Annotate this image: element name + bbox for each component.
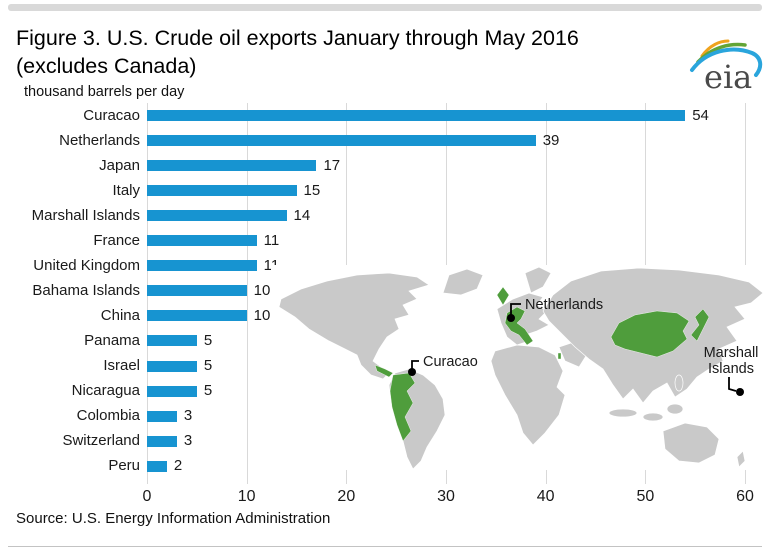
map-label-netherlands: Netherlands (525, 297, 603, 313)
value-label: 3 (183, 407, 193, 425)
bar (147, 360, 197, 372)
netherlands-connector-line (510, 303, 521, 316)
value-label: 54 (692, 106, 709, 124)
value-label: 11 (263, 231, 280, 249)
map-highlight-south-america (389, 372, 416, 442)
map-label-marshall-line1: Marshall (704, 345, 759, 361)
map-highlight-japan (690, 308, 710, 342)
page-title: Figure 3. U.S. Crude oil exports January… (16, 24, 579, 80)
bar (147, 460, 167, 472)
bar (147, 210, 287, 222)
x-axis-tick-label: 50 (636, 488, 655, 505)
map-new-zealand (736, 450, 746, 468)
world-map-inset: Netherlands Curacao Marshall Islands (271, 265, 768, 470)
x-axis-tick-label: 20 (337, 488, 356, 505)
category-label: Nicaragua (71, 382, 140, 400)
bar (147, 260, 257, 272)
map-europe (496, 292, 550, 346)
map-north-america (278, 272, 430, 380)
map-scandinavia (524, 266, 552, 294)
bar (147, 185, 297, 197)
map-label-curacao: Curacao (423, 354, 478, 370)
value-label: 14 (293, 206, 311, 224)
map-australia (662, 422, 720, 464)
category-label: Italy (112, 181, 140, 199)
bar (147, 385, 197, 397)
curacao-marker-dot (408, 368, 416, 376)
map-highlight-central-america (374, 364, 394, 378)
marshall-marker-dot (736, 388, 744, 396)
world-map-svg: Netherlands Curacao Marshall Islands (278, 266, 764, 470)
x-axis-tick-label: 30 (437, 488, 455, 505)
category-label: Colombia (76, 407, 140, 425)
logo-text: eia (704, 58, 752, 96)
netherlands-marker-dot (507, 314, 515, 322)
source-label: Source: U.S. Energy Information Administ… (16, 510, 331, 527)
value-label: 5 (203, 331, 213, 349)
map-label-marshall-line2: Islands (708, 361, 754, 377)
value-label: 39 (542, 131, 560, 149)
value-label: 10 (253, 281, 271, 299)
logo-swoosh-orange-icon (700, 39, 730, 58)
x-axis-tick-label: 10 (237, 488, 256, 505)
value-label: 5 (203, 382, 213, 400)
category-label: Curacao (83, 106, 140, 124)
category-label: Bahama Islands (32, 281, 140, 299)
page-title-line1: Figure 3. U.S. Crude oil exports January… (16, 26, 579, 50)
bar (147, 135, 536, 147)
map-highlight-china (610, 310, 690, 358)
category-label: United Kingdom (33, 256, 140, 274)
category-label: France (93, 231, 140, 249)
category-label: Marshall Islands (31, 206, 140, 224)
map-greenland (442, 268, 484, 296)
bar (147, 310, 247, 322)
curacao-connector-line (411, 360, 419, 369)
bar (147, 285, 247, 297)
page-title-line2: (excludes Canada) (16, 54, 197, 78)
chart-units-label: thousand barrels per day (24, 84, 185, 100)
bottom-divider-line (8, 546, 762, 547)
value-label: 17 (323, 156, 341, 174)
bar (147, 160, 317, 172)
bar (147, 235, 257, 247)
bar (147, 335, 197, 347)
top-divider-bar (8, 4, 762, 11)
value-label: 2 (173, 457, 183, 475)
value-label: 10 (253, 306, 271, 324)
marshall-connector-line (728, 377, 737, 392)
category-label: Panama (84, 331, 140, 349)
bar (147, 435, 177, 447)
map-africa (490, 344, 566, 446)
grid-line (246, 103, 248, 484)
category-label: China (100, 306, 140, 324)
category-label: Peru (108, 457, 140, 475)
value-label: 5 (203, 357, 213, 374)
bar (147, 110, 686, 121)
map-philippines (674, 374, 684, 392)
x-axis-tick-label: 0 (142, 488, 152, 505)
category-label: Israel (103, 357, 140, 374)
value-label: 3 (183, 432, 193, 450)
map-indonesia (608, 408, 638, 418)
map-borneo (666, 403, 684, 415)
bar (147, 410, 177, 422)
category-label: Switzerland (62, 432, 140, 450)
value-label: 15 (303, 181, 321, 199)
eia-logo: eia (688, 36, 764, 96)
x-axis-tick-label: 60 (736, 488, 754, 505)
category-label: Japan (99, 156, 140, 174)
logo-swoosh-blue-icon (690, 47, 763, 77)
map-highlight-uk (496, 286, 510, 306)
category-label: Netherlands (59, 131, 140, 149)
x-axis-tick-label: 40 (536, 488, 555, 505)
map-indonesia-2 (642, 412, 664, 422)
map-highlight-israel (557, 352, 562, 360)
